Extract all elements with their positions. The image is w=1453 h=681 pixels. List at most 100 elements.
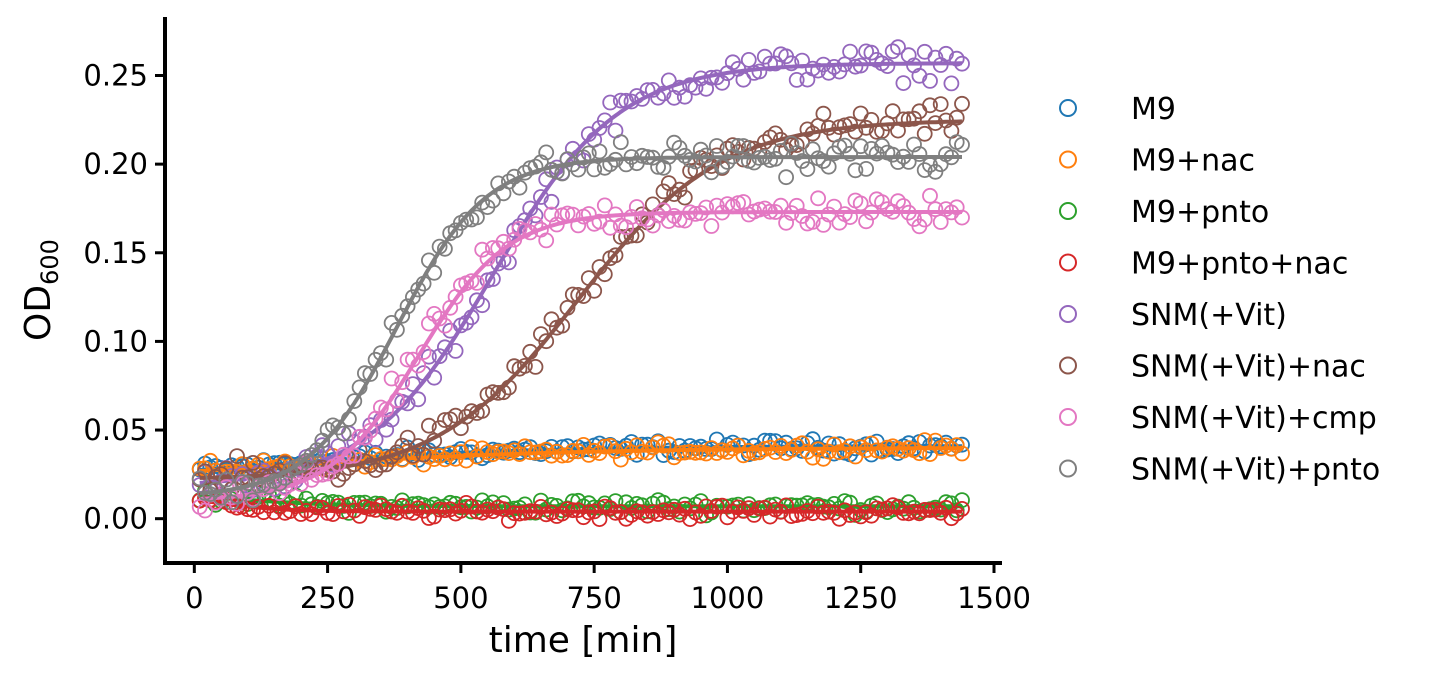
data-point — [703, 218, 720, 234]
data-point — [245, 454, 261, 471]
data-point — [858, 160, 874, 177]
data-point — [911, 445, 928, 462]
data-point — [559, 447, 576, 464]
data-point — [890, 39, 906, 56]
data-point — [890, 193, 906, 210]
data-point — [810, 190, 826, 207]
data-point — [362, 366, 379, 382]
data-point — [351, 508, 368, 524]
data-point — [655, 183, 672, 200]
data-point — [932, 96, 949, 112]
data-point — [378, 401, 395, 418]
x-tick-label: 750 — [566, 581, 621, 615]
data-point — [468, 209, 485, 226]
fit-line — [199, 119, 963, 480]
data-point — [394, 374, 411, 391]
data-point — [298, 452, 315, 469]
y-tick-label: 0.10 — [83, 324, 148, 358]
data-point — [922, 187, 938, 204]
y-tick-label: 0.00 — [83, 502, 148, 536]
data-point — [543, 193, 560, 210]
data-point — [778, 214, 794, 231]
data-point — [692, 444, 709, 461]
data-point — [394, 307, 411, 324]
data-point — [740, 52, 757, 68]
legend-label: SNM(+Vit) — [1131, 298, 1287, 333]
legend-marker — [1059, 408, 1077, 426]
data-point — [852, 138, 869, 155]
data-point — [767, 55, 784, 72]
data-point — [954, 136, 970, 153]
data-point — [916, 125, 933, 142]
data-point — [671, 181, 688, 198]
data-point — [511, 179, 528, 196]
data-point — [474, 241, 491, 258]
data-point — [399, 395, 416, 412]
data-point — [788, 507, 805, 523]
data-point — [788, 72, 805, 88]
data-point — [245, 492, 261, 509]
data-point — [602, 219, 619, 236]
data-point — [762, 55, 778, 72]
legend-marker — [1059, 253, 1077, 272]
legend-marker — [1059, 99, 1077, 117]
data-point — [591, 143, 608, 160]
data-point — [735, 138, 752, 154]
data-point — [266, 504, 283, 521]
data-point — [634, 147, 650, 164]
data-point — [346, 393, 363, 410]
data-point — [431, 501, 448, 518]
data-point — [719, 153, 736, 170]
legend-label: M9+nac — [1131, 144, 1255, 179]
data-point — [308, 442, 325, 459]
legend-marker — [1059, 459, 1077, 478]
data-point — [623, 208, 640, 225]
data-point — [362, 457, 379, 474]
legend-label: M9 — [1131, 92, 1176, 127]
data-point — [612, 134, 629, 151]
data-point — [922, 73, 938, 89]
data-point — [852, 105, 869, 122]
data-point — [447, 342, 464, 359]
data-point — [442, 501, 459, 518]
data-point — [517, 357, 533, 374]
data-point — [948, 50, 965, 67]
data-point — [788, 145, 805, 161]
y-tick-label: 0.20 — [83, 147, 148, 181]
data-point — [820, 206, 837, 223]
data-point — [314, 437, 331, 454]
data-point — [671, 445, 688, 462]
data-point — [858, 213, 874, 230]
data-point — [783, 135, 800, 152]
data-point — [692, 507, 709, 524]
data-point — [714, 158, 730, 175]
data-point — [399, 429, 416, 446]
data-point — [847, 58, 864, 75]
data-point — [783, 508, 800, 524]
y-tick-label: 0.15 — [83, 236, 148, 270]
data-point — [213, 466, 229, 483]
data-point — [362, 500, 379, 517]
data-point — [682, 163, 698, 179]
data-point — [751, 201, 768, 218]
fit-line — [199, 210, 962, 501]
series-m9-pnto-nac — [191, 486, 970, 529]
data-point — [884, 43, 901, 60]
data-point — [948, 109, 965, 126]
legend-marker — [1059, 305, 1077, 323]
data-point — [900, 111, 917, 128]
data-point — [458, 452, 475, 469]
data-point — [298, 490, 315, 507]
data-point — [324, 506, 341, 522]
data-point — [399, 298, 416, 315]
data-point — [730, 195, 746, 212]
data-point — [426, 305, 443, 322]
data-point — [954, 500, 970, 517]
data-point — [895, 75, 912, 91]
data-point — [698, 445, 714, 462]
data-point — [346, 447, 363, 464]
data-point — [554, 447, 571, 464]
legend-label: M9+pnto+nac — [1131, 247, 1348, 282]
data-point — [596, 197, 613, 214]
y-axis-title-subscript: 600 — [36, 239, 64, 285]
